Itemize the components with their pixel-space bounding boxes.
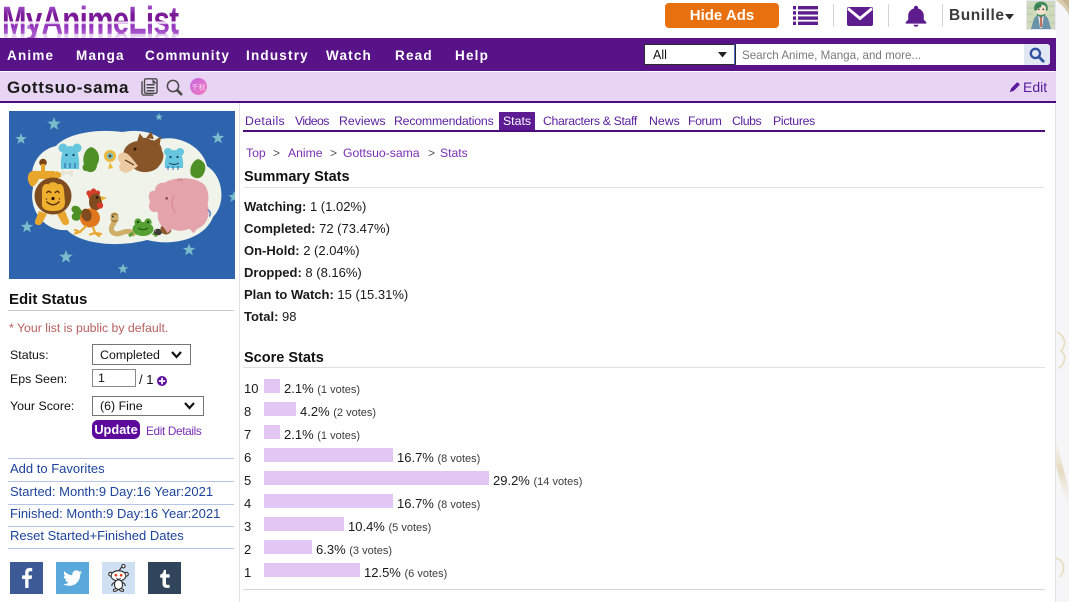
svg-text:MyAnimeList: MyAnimeList (2, 4, 179, 42)
svg-text:千秋: 千秋 (192, 83, 206, 92)
